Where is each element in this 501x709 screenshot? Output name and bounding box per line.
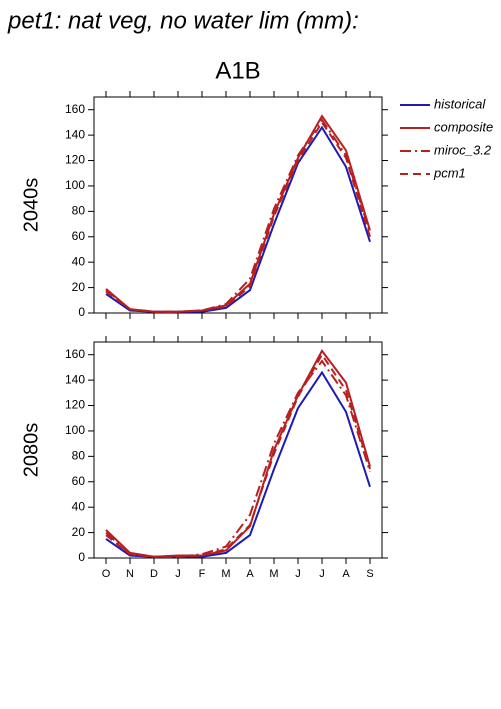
legend-label: composite <box>434 119 493 134</box>
y-tick-label: 100 <box>65 178 85 192</box>
x-tick-label: S <box>366 568 373 580</box>
series-line <box>105 352 371 558</box>
y-axis-label: 2040s <box>20 178 42 233</box>
series-line <box>105 114 371 313</box>
y-tick-label: 140 <box>65 372 85 386</box>
series-line <box>105 359 371 558</box>
plot-frame <box>93 341 383 559</box>
y-tick-label: 60 <box>72 474 86 488</box>
y-tick-label: 40 <box>72 499 86 513</box>
legend-label: historical <box>434 96 486 111</box>
y-tick-label: 120 <box>65 153 85 167</box>
y-tick-label: 120 <box>65 398 85 412</box>
y-tick-label: 160 <box>65 347 85 361</box>
y-tick-label: 80 <box>72 449 86 463</box>
y-tick-label: 0 <box>78 305 85 319</box>
series-line <box>105 125 371 313</box>
y-tick-label: 20 <box>72 525 86 539</box>
plot-frame <box>93 96 383 314</box>
x-tick-label: J <box>319 568 325 580</box>
x-tick-label: D <box>150 568 158 580</box>
y-tick-label: 140 <box>65 127 85 141</box>
legend-label: pcm1 <box>433 165 466 180</box>
series-line <box>105 120 371 313</box>
y-tick-label: 20 <box>72 280 86 294</box>
x-tick-label: A <box>246 568 254 580</box>
x-tick-label: F <box>199 568 206 580</box>
page-title: pet1: nat veg, no water lim (mm): <box>7 7 359 34</box>
x-tick-label: A <box>342 568 350 580</box>
y-axis-label: 2080s <box>20 423 42 478</box>
x-tick-label: M <box>269 568 278 580</box>
x-tick-label: J <box>295 568 301 580</box>
scenario-title: A1B <box>215 57 260 84</box>
legend-label: miroc_3.2 <box>434 142 492 157</box>
x-tick-label: J <box>175 568 181 580</box>
y-tick-label: 160 <box>65 102 85 116</box>
x-tick-label: M <box>221 568 230 580</box>
y-tick-label: 40 <box>72 254 86 268</box>
y-tick-label: 0 <box>78 550 85 564</box>
x-tick-label: N <box>126 568 134 580</box>
y-tick-label: 80 <box>72 204 86 218</box>
series-line <box>105 349 371 558</box>
x-tick-label: O <box>102 568 111 580</box>
y-tick-label: 60 <box>72 229 86 243</box>
y-tick-label: 100 <box>65 423 85 437</box>
series-line <box>105 118 371 313</box>
